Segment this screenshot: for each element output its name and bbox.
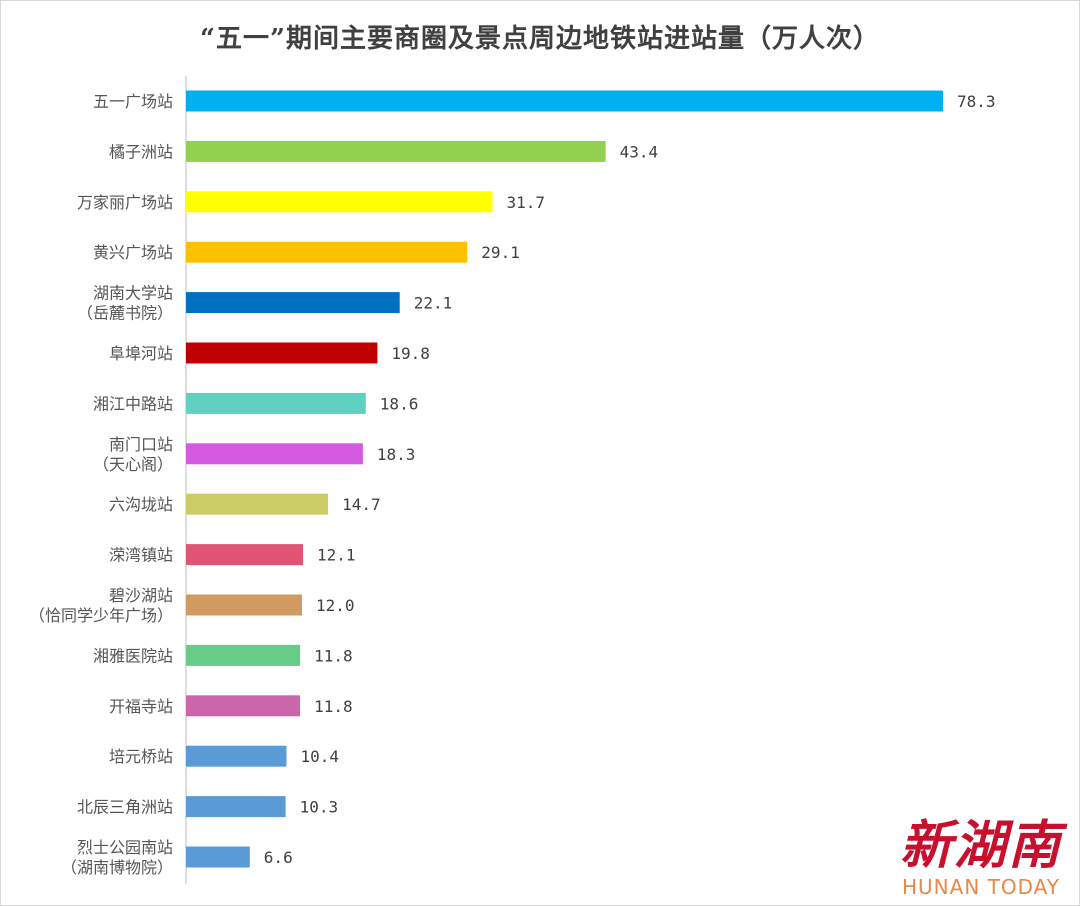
bar: [186, 745, 287, 767]
bar: [186, 292, 400, 314]
watermark-chinese: 新湖南: [899, 815, 1062, 876]
bar: [186, 544, 303, 566]
category-label: 橘子洲站: [109, 142, 173, 161]
bar: [186, 846, 250, 868]
category-label: 烈士公园南站: [77, 838, 173, 857]
bar-value-label: 29.1: [481, 243, 520, 262]
category-label: 碧沙湖站: [109, 586, 173, 605]
bar: [186, 392, 366, 414]
category-label: 培元桥站: [109, 747, 173, 766]
bar-value-label: 6.6: [264, 848, 293, 867]
bar: [186, 493, 329, 515]
category-label: 北辰三角洲站: [77, 798, 173, 817]
bar-value-label: 31.7: [507, 193, 546, 212]
category-label: 溁湾镇站: [109, 546, 173, 565]
bar: [186, 342, 378, 364]
bar: [186, 796, 286, 818]
category-label: （天心阁）: [93, 455, 173, 474]
category-label: 六沟垅站: [109, 495, 173, 514]
bar: [186, 594, 302, 616]
bar-value-label: 10.3: [300, 798, 339, 817]
category-label: 湘雅医院站: [93, 646, 173, 665]
bar: [186, 241, 468, 263]
bar-value-label: 43.4: [620, 142, 659, 161]
bar-value-label: 14.7: [342, 495, 381, 514]
bar: [186, 140, 606, 162]
watermark-logo: 新湖南 HUNAN TODAY: [896, 815, 1066, 899]
category-label: 湖南大学站: [93, 284, 173, 303]
category-label: （岳麓书院）: [77, 304, 173, 323]
bar: [186, 644, 301, 666]
category-label: 五一广场站: [93, 92, 173, 111]
bar: [186, 191, 493, 213]
bar-value-label: 11.8: [314, 697, 353, 716]
bar-value-label: 11.8: [314, 646, 353, 665]
bar-value-label: 19.8: [391, 344, 430, 363]
category-label: 南门口站: [109, 435, 173, 454]
bar-value-label: 22.1: [414, 294, 453, 313]
watermark-english: HUNAN TODAY: [902, 875, 1060, 899]
category-label: 开福寺站: [109, 697, 173, 716]
bar-value-label: 12.1: [317, 546, 356, 565]
bar: [186, 90, 943, 112]
chart-title: “五一”期间主要商圈及景点周边地铁站进站量（万人次）: [200, 24, 880, 54]
bar-value-label: 18.3: [377, 445, 416, 464]
bar-value-label: 18.6: [380, 394, 419, 413]
category-label: 阜埠河站: [109, 344, 173, 363]
category-label: （恰同学少年广场）: [29, 606, 173, 625]
bar-value-label: 12.0: [316, 596, 355, 615]
category-label: 万家丽广场站: [77, 193, 173, 212]
category-label: 湘江中路站: [93, 394, 173, 413]
bar: [186, 695, 301, 717]
category-label: 黄兴广场站: [93, 243, 173, 262]
category-label: （湖南博物院）: [61, 858, 173, 877]
bar-value-label: 78.3: [957, 92, 996, 111]
bar-value-label: 10.4: [301, 747, 340, 766]
bar: [186, 443, 363, 465]
